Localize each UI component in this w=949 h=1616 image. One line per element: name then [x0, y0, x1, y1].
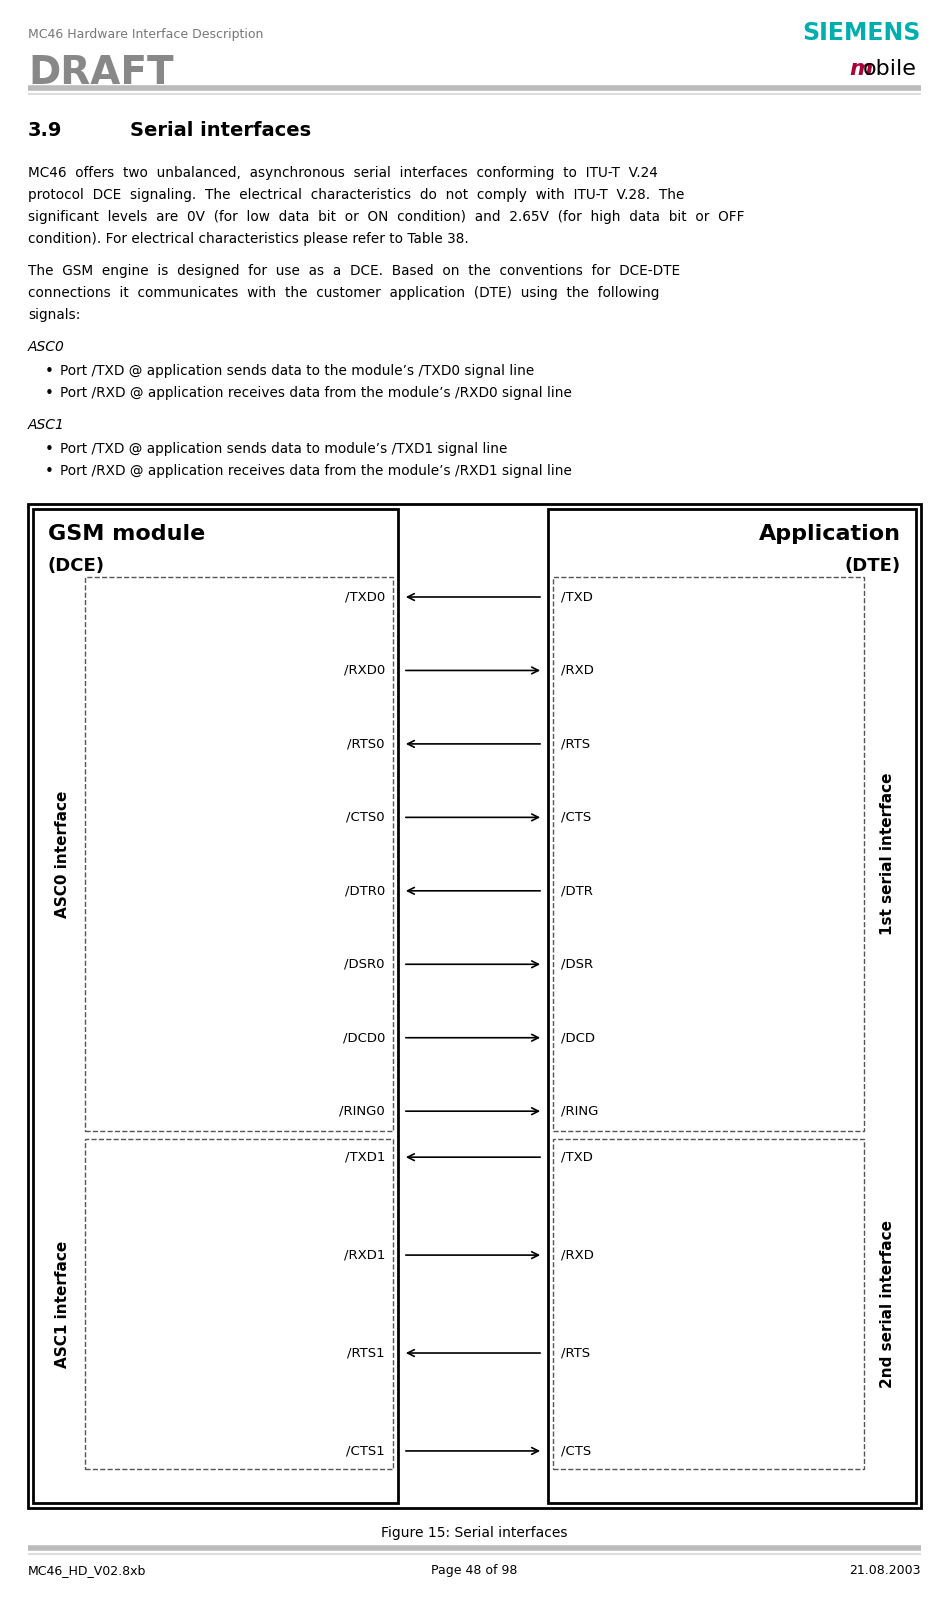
Text: The  GSM  engine  is  designed  for  use  as  a  DCE.  Based  on  the  conventio: The GSM engine is designed for use as a … — [28, 263, 680, 278]
Text: Serial interfaces: Serial interfaces — [130, 121, 311, 141]
Text: /RXD: /RXD — [561, 1249, 594, 1262]
Text: ASC0: ASC0 — [28, 339, 65, 354]
Text: ASC1 interface: ASC1 interface — [55, 1241, 70, 1367]
Text: •: • — [45, 443, 54, 457]
Text: obile: obile — [863, 60, 917, 79]
Text: /RTS: /RTS — [561, 1346, 590, 1359]
Text: Port /TXD @ application sends data to the module’s /TXD0 signal line: Port /TXD @ application sends data to th… — [60, 364, 534, 378]
Bar — [33, 509, 398, 1503]
Text: ASC0 interface: ASC0 interface — [55, 790, 70, 918]
Text: /DCD0: /DCD0 — [343, 1031, 385, 1044]
Text: protocol  DCE  signaling.  The  electrical  characteristics  do  not  comply  wi: protocol DCE signaling. The electrical c… — [28, 187, 684, 202]
Text: Port /TXD @ application sends data to module’s /TXD1 signal line: Port /TXD @ application sends data to mo… — [60, 443, 508, 456]
Bar — [85, 577, 393, 1131]
Text: /DTR0: /DTR0 — [344, 884, 385, 897]
Text: Page 48 of 98: Page 48 of 98 — [431, 1564, 517, 1577]
Text: Port /RXD @ application receives data from the module’s /RXD0 signal line: Port /RXD @ application receives data fr… — [60, 386, 572, 401]
Text: /CTS0: /CTS0 — [346, 811, 385, 824]
Text: /TXD0: /TXD0 — [344, 590, 385, 603]
Text: ASC1: ASC1 — [28, 419, 65, 431]
Bar — [553, 1139, 864, 1469]
Text: Application: Application — [759, 524, 901, 545]
Text: /RING: /RING — [561, 1105, 599, 1118]
Text: 3.9: 3.9 — [28, 121, 63, 141]
Text: •: • — [45, 386, 54, 401]
Text: /TXD: /TXD — [561, 1151, 593, 1164]
Bar — [28, 504, 921, 1508]
Text: (DTE): (DTE) — [845, 558, 901, 575]
Text: (DCE): (DCE) — [48, 558, 105, 575]
Text: GSM module: GSM module — [48, 524, 205, 545]
Text: /RTS: /RTS — [561, 737, 590, 750]
Bar — [548, 509, 916, 1503]
Text: •: • — [45, 364, 54, 380]
Text: Figure 15: Serial interfaces: Figure 15: Serial interfaces — [381, 1526, 568, 1540]
Text: significant  levels  are  0V  (for  low  data  bit  or  ON  condition)  and  2.6: significant levels are 0V (for low data … — [28, 210, 745, 225]
Text: MC46  offers  two  unbalanced,  asynchronous  serial  interfaces  conforming  to: MC46 offers two unbalanced, asynchronous… — [28, 166, 658, 179]
Text: condition). For electrical characteristics please refer to Table 38.: condition). For electrical characteristi… — [28, 233, 469, 246]
Text: /RXD: /RXD — [561, 664, 594, 677]
Bar — [553, 577, 864, 1131]
Text: /DCD: /DCD — [561, 1031, 595, 1044]
Text: connections  it  communicates  with  the  customer  application  (DTE)  using  t: connections it communicates with the cus… — [28, 286, 660, 301]
Text: /RXD1: /RXD1 — [344, 1249, 385, 1262]
Text: /RING0: /RING0 — [339, 1105, 385, 1118]
Text: m: m — [849, 60, 872, 79]
Text: /DSR0: /DSR0 — [344, 958, 385, 971]
Text: /CTS1: /CTS1 — [346, 1445, 385, 1458]
Text: /DTR: /DTR — [561, 884, 593, 897]
Text: /DSR: /DSR — [561, 958, 593, 971]
Text: /CTS: /CTS — [561, 811, 591, 824]
Text: /RXD0: /RXD0 — [344, 664, 385, 677]
Text: /TXD1: /TXD1 — [344, 1151, 385, 1164]
Text: 2nd serial interface: 2nd serial interface — [881, 1220, 896, 1388]
Text: 1st serial interface: 1st serial interface — [881, 772, 896, 936]
Text: DRAFT: DRAFT — [28, 53, 174, 92]
Text: /RTS1: /RTS1 — [347, 1346, 385, 1359]
Text: /CTS: /CTS — [561, 1445, 591, 1458]
Text: signals:: signals: — [28, 309, 81, 322]
Bar — [85, 1139, 393, 1469]
Text: /TXD: /TXD — [561, 590, 593, 603]
Text: SIEMENS: SIEMENS — [803, 21, 921, 45]
Text: MC46 Hardware Interface Description: MC46 Hardware Interface Description — [28, 27, 264, 40]
Text: /RTS0: /RTS0 — [347, 737, 385, 750]
Text: •: • — [45, 464, 54, 478]
Text: 21.08.2003: 21.08.2003 — [849, 1564, 921, 1577]
Text: Port /RXD @ application receives data from the module’s /RXD1 signal line: Port /RXD @ application receives data fr… — [60, 464, 572, 478]
Text: MC46_HD_V02.8xb: MC46_HD_V02.8xb — [28, 1564, 146, 1577]
